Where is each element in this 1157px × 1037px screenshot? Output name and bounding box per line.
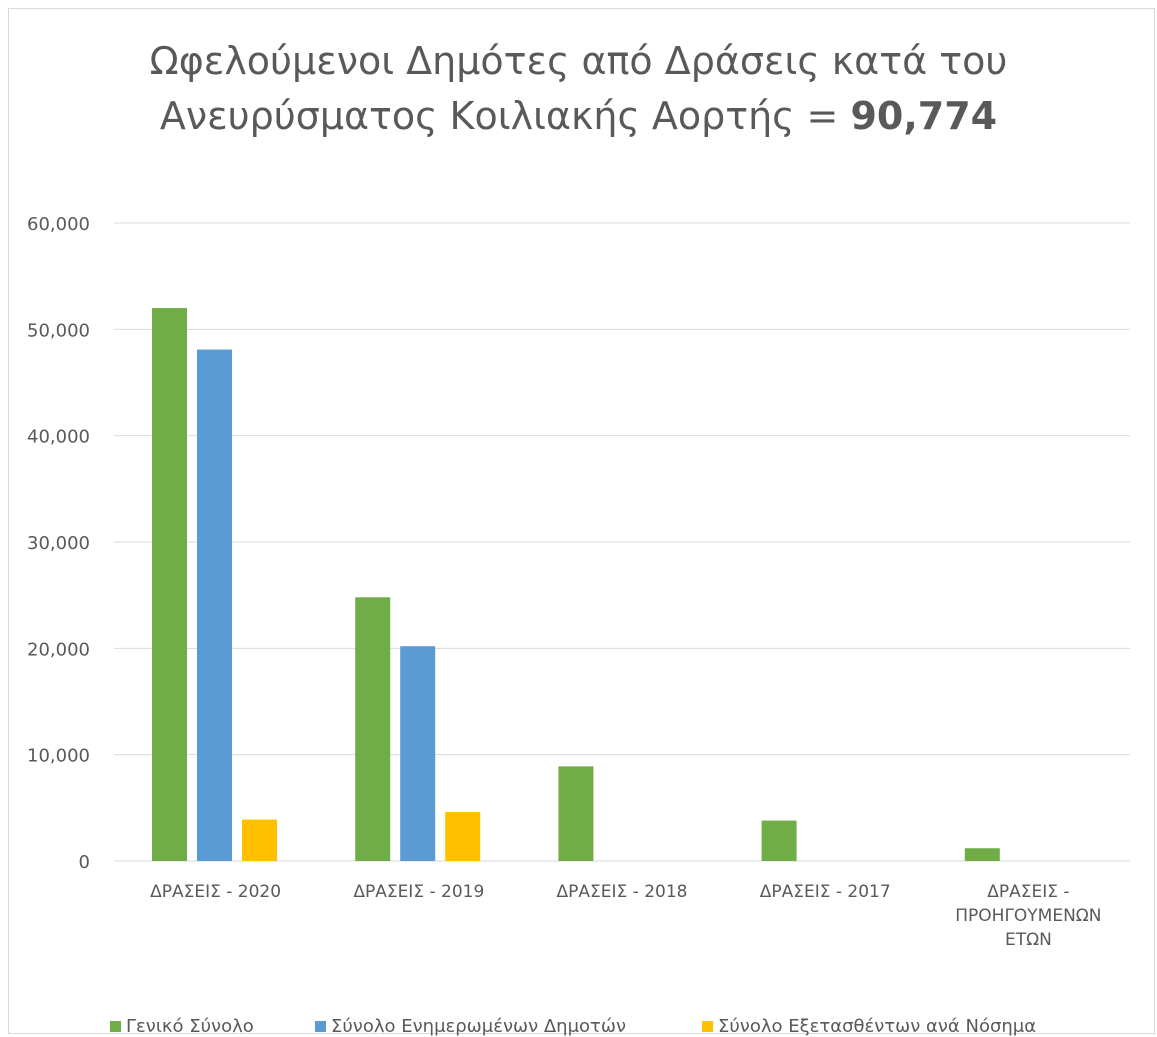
y-tick-label: 40,000 [27, 427, 90, 448]
x-tick-label: ΔΡΑΣΕΙΣ - 2017 [760, 882, 891, 902]
chart-title: Ωφελούμενοι Δημότες από Δράσεις κατά του… [0, 34, 1157, 144]
bar [761, 820, 797, 861]
legend-label: Σύνολο Εξετασθέντων ανά Νόσημα [718, 1016, 1037, 1037]
x-tick-label: ΔΡΑΣΕΙΣ - 2019 [353, 882, 484, 902]
bar [964, 848, 1000, 861]
chart-title-line-2: Ανευρύσματος Κοιλιακής Αορτής = 90,774 [0, 89, 1157, 144]
legend-item-informed-citizens: Σύνολο Ενημερωμένων Δημοτών [315, 1017, 626, 1037]
y-tick-label: 30,000 [27, 533, 90, 554]
legend-label: Σύνολο Ενημερωμένων Δημοτών [331, 1016, 626, 1037]
y-tick-label: 20,000 [27, 639, 90, 660]
bar [400, 646, 436, 861]
x-tick-label: ΔΡΑΣΕΙΣ - 2018 [557, 882, 688, 902]
x-tick-label: ΔΡΑΣΕΙΣ - 2020 [150, 882, 281, 902]
chart-legend: Γενικό Σύνολο Σύνολο Ενημερωμένων Δημοτώ… [0, 1017, 1157, 1037]
bar [152, 308, 187, 862]
y-tick-label: 10,000 [27, 746, 90, 767]
bar [197, 349, 232, 861]
legend-label: Γενικό Σύνολο [126, 1016, 254, 1037]
legend-swatch-yellow [702, 1021, 713, 1032]
y-tick-label: 0 [79, 852, 90, 873]
legend-item-examined-per-disease: Σύνολο Εξετασθέντων ανά Νόσημα [702, 1017, 1036, 1037]
bar [242, 819, 277, 861]
chart-title-line-1: Ωφελούμενοι Δημότες από Δράσεις κατά του [149, 39, 1008, 83]
y-tick-label: 50,000 [27, 320, 90, 341]
chart-title-prefix: Ανευρύσματος Κοιλιακής Αορτής = [159, 94, 851, 138]
bar [445, 812, 481, 861]
chart-title-total: 90,774 [850, 94, 998, 138]
x-tick-label: ΠΡΟΗΓΟΥΜΕΝΩΝ [955, 906, 1101, 926]
legend-item-general-total: Γενικό Σύνολο [110, 1017, 254, 1037]
y-tick-label: 60,000 [27, 214, 90, 235]
legend-swatch-green [110, 1021, 121, 1032]
x-tick-label: ΕΤΩΝ [1005, 930, 1052, 950]
bar [558, 766, 594, 861]
bar [355, 597, 391, 861]
x-tick-label: ΔΡΑΣΕΙΣ - [987, 882, 1069, 902]
legend-swatch-blue [315, 1021, 326, 1032]
